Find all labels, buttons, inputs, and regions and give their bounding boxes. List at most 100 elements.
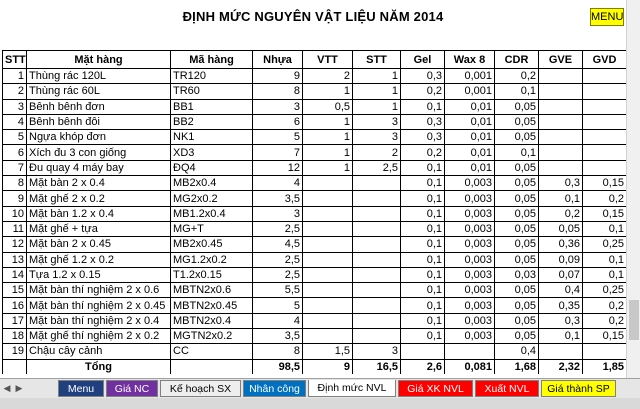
cell-stt[interactable]: 18 xyxy=(2,328,27,345)
cell-gvd[interactable]: 0,1 xyxy=(582,220,626,238)
cell-vtt[interactable]: 1 xyxy=(302,113,353,131)
cell-item[interactable]: Mặt bàn thí nghiệm 2 x 0.6 xyxy=(26,282,171,299)
sheet-tab-2[interactable]: Kế hoạch SX xyxy=(160,380,241,397)
cell-code[interactable]: MG+T xyxy=(170,220,253,238)
cell-stt[interactable]: 15 xyxy=(2,282,27,299)
sheet-tab-1[interactable]: Giá NC xyxy=(106,380,158,397)
cell-gvd[interactable]: 0,25 xyxy=(582,282,626,299)
cell-gvd[interactable]: 0,1 xyxy=(582,266,626,284)
cell-gve[interactable] xyxy=(538,98,583,115)
cell-gel[interactable]: 0,1 xyxy=(400,159,445,177)
cell-wax8[interactable]: 0,003 xyxy=(444,190,495,207)
cell-stt[interactable]: 16 xyxy=(2,297,27,314)
sheet-tab-3[interactable]: Nhân công xyxy=(243,380,306,397)
cell-code[interactable]: BB2 xyxy=(170,113,253,131)
cell-plastic[interactable]: 2,5 xyxy=(252,266,303,284)
cell-plastic[interactable]: 8 xyxy=(252,343,303,360)
cell-code[interactable]: MGTN2x0.2 xyxy=(170,328,253,345)
header-cdr[interactable]: CDR xyxy=(494,50,539,69)
cell-wax8[interactable]: 0,01 xyxy=(444,113,495,131)
cell-item[interactable]: Mặt bàn 2 x 0.4 xyxy=(26,175,171,192)
cell-gve[interactable]: 0,1 xyxy=(538,328,583,345)
cell-gve[interactable]: 0,09 xyxy=(538,251,583,268)
cell-cdr[interactable]: 0,03 xyxy=(494,266,539,284)
cell-stt[interactable]: 19 xyxy=(2,343,27,360)
cell-plastic[interactable]: 12 xyxy=(252,159,303,177)
cell-code[interactable]: XD3 xyxy=(170,144,253,161)
cell-stt2[interactable]: 1 xyxy=(352,83,401,100)
cell-code[interactable]: MB2x0.4 xyxy=(170,175,253,192)
cell-cdr[interactable]: 0,05 xyxy=(494,190,539,207)
cell-gve[interactable] xyxy=(538,129,583,146)
cell-stt[interactable]: 3 xyxy=(2,98,27,115)
cell-vtt[interactable] xyxy=(302,236,353,253)
cell-vtt[interactable] xyxy=(302,297,353,314)
cell-cdr[interactable]: 0,05 xyxy=(494,220,539,238)
cell-item[interactable]: Đu quay 4 máy bay xyxy=(26,159,171,177)
cell-cdr[interactable]: 0,05 xyxy=(494,297,539,314)
cell-stt[interactable]: 13 xyxy=(2,251,27,268)
cell-gve[interactable]: 0,2 xyxy=(538,205,583,222)
cell-vtt[interactable]: 0,5 xyxy=(302,98,353,115)
cell-cdr[interactable]: 0,05 xyxy=(494,175,539,192)
cell-gel[interactable]: 0,1 xyxy=(400,236,445,253)
cell-code[interactable]: BB1 xyxy=(170,98,253,115)
header-gve[interactable]: GVE xyxy=(538,50,583,69)
cell-plastic[interactable]: 5,5 xyxy=(252,282,303,299)
cell-wax8[interactable]: 0,003 xyxy=(444,282,495,299)
cell-gel[interactable]: 0,1 xyxy=(400,205,445,222)
cell-gve[interactable]: 0,3 xyxy=(538,175,583,192)
cell-cdr[interactable]: 0,05 xyxy=(494,98,539,115)
cell-plastic[interactable]: 3,5 xyxy=(252,328,303,345)
cell-cdr[interactable]: 0,05 xyxy=(494,129,539,146)
cell-gel[interactable]: 0,3 xyxy=(400,67,445,85)
cell-wax8[interactable]: 0,003 xyxy=(444,175,495,192)
cell-gel[interactable]: 0,1 xyxy=(400,328,445,345)
cell-gel[interactable]: 0,3 xyxy=(400,113,445,131)
cell-gvd[interactable] xyxy=(582,113,626,131)
cell-stt2[interactable] xyxy=(352,266,401,284)
cell-gvd[interactable]: 0,1 xyxy=(582,251,626,268)
cell-gve[interactable] xyxy=(538,83,583,100)
cell-gel[interactable]: 0,1 xyxy=(400,98,445,115)
cell-stt[interactable]: 17 xyxy=(2,312,27,330)
cell-gvd[interactable] xyxy=(582,67,626,85)
cell-vtt[interactable]: 1 xyxy=(302,83,353,100)
cell-plastic[interactable]: 2,5 xyxy=(252,220,303,238)
sheet-tab-5[interactable]: Giá XK NVL xyxy=(398,380,473,397)
cell-gve[interactable]: 0,07 xyxy=(538,266,583,284)
cell-item[interactable]: Mặt bàn 2 x 0.45 xyxy=(26,236,171,253)
cell-wax8[interactable]: 0,003 xyxy=(444,328,495,345)
header-plastic[interactable]: Nhựa xyxy=(252,50,303,69)
cell-vtt[interactable] xyxy=(302,190,353,207)
cell-stt2[interactable] xyxy=(352,220,401,238)
cell-stt2[interactable] xyxy=(352,282,401,299)
cell-stt2[interactable]: 1 xyxy=(352,67,401,85)
header-stt2[interactable]: STT xyxy=(352,50,401,69)
header-gvd[interactable]: GVD xyxy=(582,50,626,69)
cell-cdr[interactable]: 0,05 xyxy=(494,328,539,345)
header-code[interactable]: Mã hàng xyxy=(170,50,253,69)
cell-vtt[interactable] xyxy=(302,220,353,238)
header-gel[interactable]: Gel xyxy=(400,50,445,69)
cell-stt2[interactable]: 2,5 xyxy=(352,159,401,177)
cell-gve[interactable]: 0,36 xyxy=(538,236,583,253)
cell-wax8[interactable]: 0,01 xyxy=(444,159,495,177)
cell-vtt[interactable] xyxy=(302,205,353,222)
cell-item[interactable]: Bênh bênh đôi xyxy=(26,113,171,131)
cell-plastic[interactable]: 3,5 xyxy=(252,190,303,207)
cell-gve[interactable] xyxy=(538,144,583,161)
cell-stt2[interactable]: 3 xyxy=(352,129,401,146)
cell-code[interactable]: CC xyxy=(170,343,253,360)
cell-cdr[interactable]: 0,2 xyxy=(494,67,539,85)
cell-item[interactable]: Ngựa khóp đơn xyxy=(26,129,171,146)
first-sheet-arrow-icon[interactable]: ◀ xyxy=(3,383,11,393)
cell-plastic[interactable]: 4,5 xyxy=(252,236,303,253)
cell-plastic[interactable]: 8 xyxy=(252,83,303,100)
cell-code[interactable]: MBTN2x0.45 xyxy=(170,297,253,314)
cell-code[interactable]: MBTN2x0.4 xyxy=(170,312,253,330)
cell-item[interactable]: Mặt ghế + tựa xyxy=(26,220,171,238)
cell-stt2[interactable] xyxy=(352,175,401,192)
cell-gel[interactable]: 0,3 xyxy=(400,129,445,146)
cell-stt[interactable]: 10 xyxy=(2,205,27,222)
